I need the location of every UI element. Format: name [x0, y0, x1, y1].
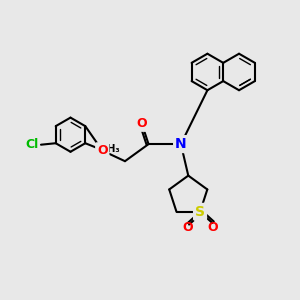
Text: O: O: [207, 221, 218, 234]
Text: CH₃: CH₃: [100, 143, 120, 154]
Text: O: O: [182, 221, 193, 234]
Text: N: N: [175, 137, 187, 151]
Text: S: S: [195, 205, 205, 219]
Text: O: O: [97, 144, 108, 157]
Text: O: O: [136, 117, 147, 130]
Text: Cl: Cl: [26, 138, 39, 151]
